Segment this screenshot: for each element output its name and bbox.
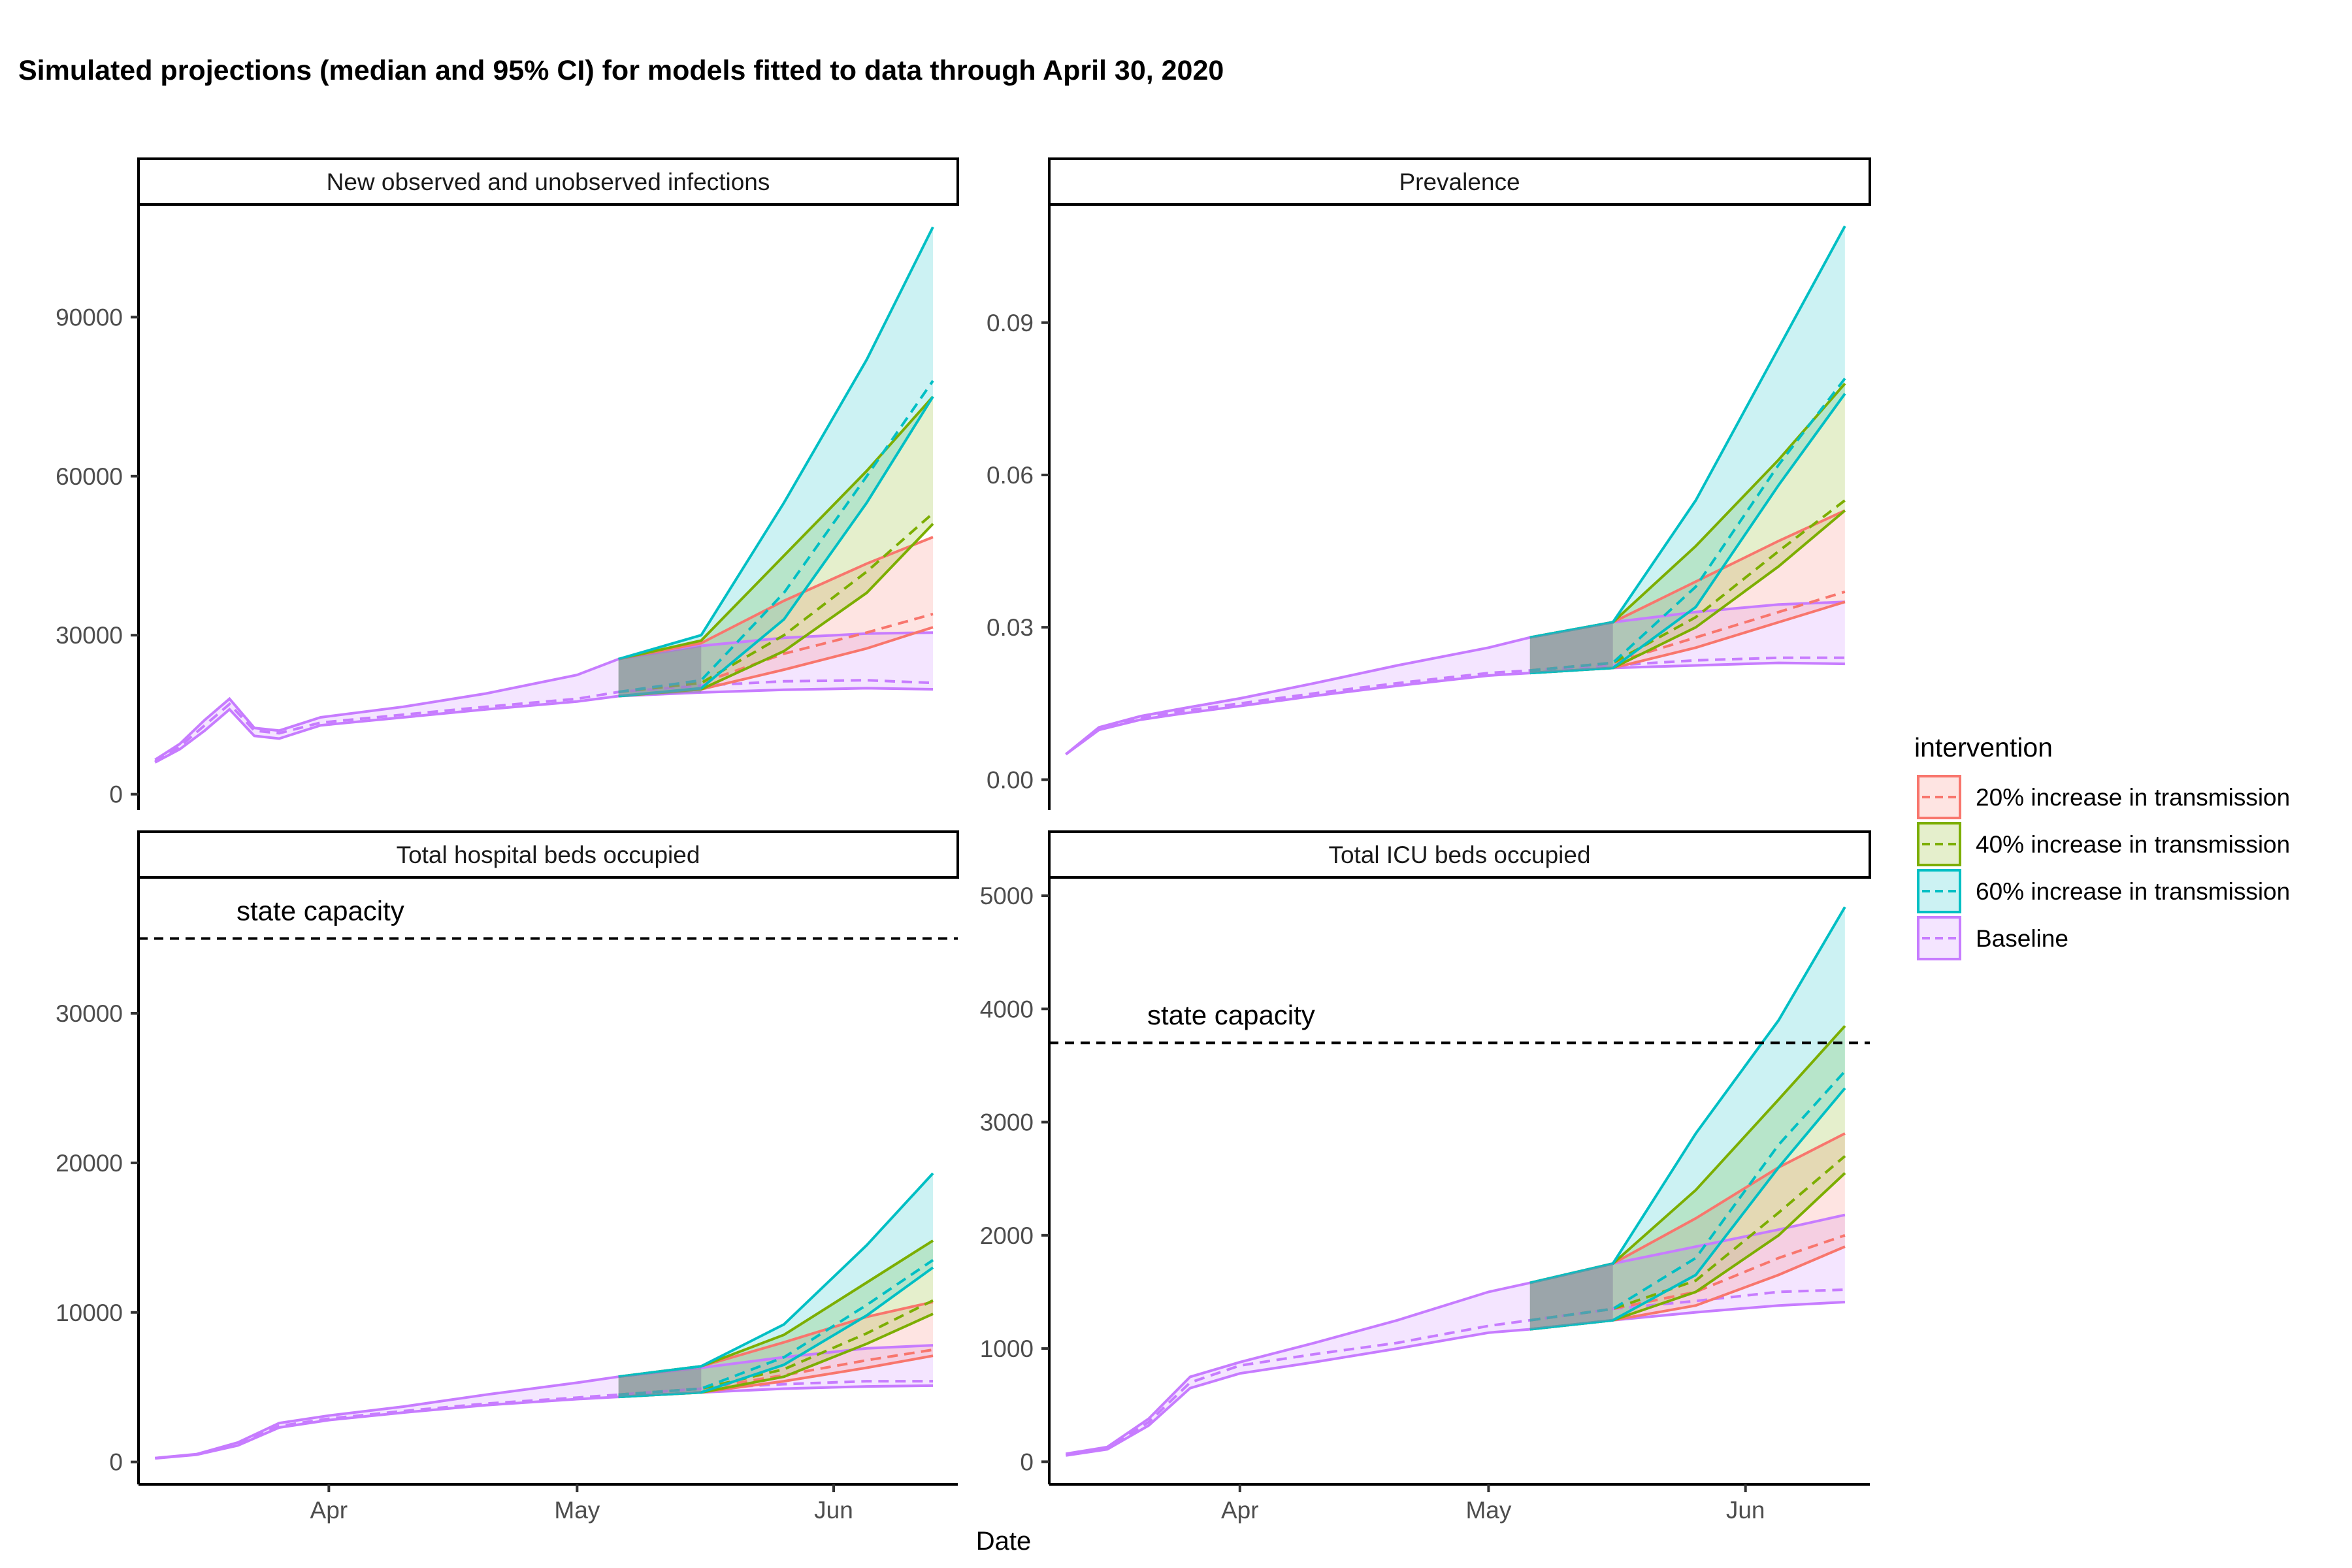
panel-1: New observed and unobserved infections 0 3…: [56, 157, 959, 810]
upper-bound-line: [1065, 600, 1845, 756]
y-tick-label: 10000: [56, 1299, 123, 1326]
overlap-shading: [1529, 1264, 1613, 1330]
y-tick-label: 0.03: [987, 614, 1034, 641]
ci-ribbon: [1529, 226, 1845, 674]
overlap-shading: [1529, 622, 1613, 674]
panel-strip: [137, 157, 959, 206]
x-tick-label: Apr: [1221, 1497, 1259, 1524]
legend-label: 40% increase in transmission: [1976, 831, 2290, 858]
ci-ribbon: [1066, 1215, 1845, 1456]
upper-bound-line: [618, 536, 934, 661]
legend: intervention 20% increase in transmissio…: [1914, 732, 2290, 960]
upper-bound-line: [1529, 225, 1846, 639]
panel-4: Total ICU beds occupied state capacity 0 10…: [980, 830, 1871, 1524]
x-tick-label: Jun: [814, 1497, 853, 1524]
plot-area: [155, 1172, 934, 1460]
capacity-label: state capacity: [1147, 1000, 1315, 1030]
median-line: [1065, 656, 1845, 756]
y-tick-label: 90000: [56, 304, 123, 331]
upper-bound-line: [154, 631, 934, 761]
lower-bound-line: [1065, 661, 1845, 756]
panel-title: Total hospital beds occupied: [397, 841, 700, 868]
panel-title: Prevalence: [1399, 169, 1520, 195]
lower-bound-line: [618, 1266, 934, 1399]
y-tick-label: 4000: [980, 996, 1034, 1022]
panel-3: Total hospital beds occupied state capaci…: [56, 830, 959, 1524]
legend-item: 20% increase in transmission: [1917, 775, 2290, 819]
y-tick-label: 20000: [56, 1150, 123, 1177]
x-tick-label: Apr: [310, 1497, 348, 1524]
plot-area: [1065, 225, 1846, 756]
panel-2: Prevalence 0.00 0.03 0.06 0.09: [987, 157, 1871, 810]
y-tick-label: 30000: [56, 1000, 123, 1027]
legend-title: intervention: [1914, 732, 2053, 762]
upper-bound-line: [618, 395, 934, 661]
y-tick-label: 30000: [56, 622, 123, 649]
y-tick-label: 0: [1020, 1448, 1034, 1475]
legend-label: 60% increase in transmission: [1976, 878, 2290, 905]
upper-bound-line: [618, 226, 934, 661]
panel-strip: [1048, 157, 1871, 206]
median-line: [155, 1380, 933, 1460]
upper-bound-line: [1066, 1213, 1846, 1456]
y-tick-label: 5000: [980, 883, 1034, 909]
lower-bound-line: [155, 1384, 934, 1460]
panel-title: Total ICU beds occupied: [1328, 841, 1590, 868]
y-tick-label: 0.06: [987, 462, 1034, 489]
median-line: [1066, 1288, 1845, 1456]
upper-bound-line: [618, 1172, 934, 1379]
x-tick-label: May: [1465, 1497, 1511, 1524]
y-tick-label: 2000: [980, 1222, 1034, 1249]
y-tick-label: 0.09: [987, 310, 1034, 336]
y-tick-label: 0.00: [987, 766, 1034, 793]
chart-title: Simulated projections (median and 95% CI…: [18, 55, 1224, 86]
plot-area: [1066, 906, 1846, 1457]
y-tick-label: 60000: [56, 463, 123, 490]
legend-item: 40% increase in transmission: [1917, 822, 2290, 866]
lower-bound-line: [154, 687, 934, 764]
panel-strip: [1048, 830, 1871, 879]
median-line: [154, 679, 934, 763]
legend-label: Baseline: [1976, 925, 2068, 952]
ci-ribbon: [155, 632, 933, 762]
panels: New observed and unobserved infections 0 3…: [56, 157, 1871, 1524]
legend-item: 60% increase in transmission: [1917, 869, 2290, 913]
x-tick-label: Jun: [1726, 1497, 1765, 1524]
panel-title: New observed and unobserved infections: [327, 169, 770, 195]
plot-area: [154, 226, 934, 764]
legend-label: 20% increase in transmission: [1976, 784, 2290, 811]
y-tick-label: 1000: [980, 1335, 1034, 1362]
y-tick-label: 0: [109, 781, 123, 808]
y-tick-label: 0: [109, 1449, 123, 1476]
lower-bound-line: [1066, 1301, 1846, 1457]
x-axis-title: Date: [976, 1527, 1032, 1556]
overlap-shading: [618, 645, 702, 696]
overlap-shading: [618, 1367, 702, 1397]
legend-item: Baseline: [1917, 916, 2068, 960]
panel-strip: [137, 830, 959, 879]
capacity-label: state capacity: [237, 896, 404, 926]
x-tick-label: May: [554, 1497, 600, 1524]
y-tick-label: 3000: [980, 1109, 1034, 1136]
